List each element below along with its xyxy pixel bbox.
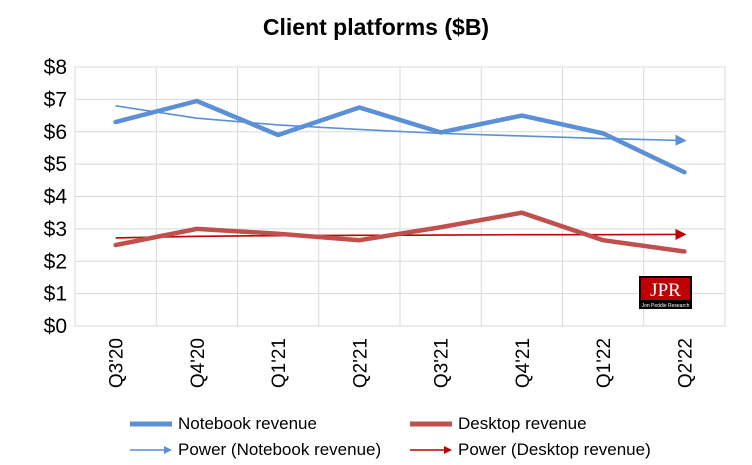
legend-item-power-desktop: Power (Desktop revenue) bbox=[410, 440, 651, 460]
x-tick-label: Q3'20 bbox=[107, 338, 128, 388]
series-line-desktop bbox=[113, 210, 687, 254]
legend-label-desktop: Desktop revenue bbox=[458, 414, 587, 433]
legend-swatch-desktop bbox=[410, 421, 452, 427]
legend-label-notebook: Notebook revenue bbox=[178, 414, 317, 433]
legend-item-power-notebook: Power (Notebook revenue) bbox=[130, 440, 381, 460]
x-tick-label: Q2'21 bbox=[350, 338, 371, 388]
legend-swatch-notebook bbox=[130, 421, 172, 427]
trendline-power-notebook bbox=[115, 105, 687, 146]
y-tick-label: $6 bbox=[44, 121, 67, 144]
legend-label-power-desktop: Power (Desktop revenue) bbox=[458, 440, 651, 459]
legend-item-notebook: Notebook revenue bbox=[130, 414, 317, 434]
y-tick-label: $8 bbox=[44, 56, 67, 79]
y-tick-label: $1 bbox=[44, 283, 67, 306]
chart-title: Client platforms ($B) bbox=[262, 14, 490, 40]
legend-item-desktop: Desktop revenue bbox=[410, 414, 587, 434]
y-tick-label: $4 bbox=[44, 186, 68, 209]
logo-red-block bbox=[641, 278, 690, 300]
x-tick-label: Q3'21 bbox=[432, 338, 453, 388]
y-tick-label: $5 bbox=[44, 153, 67, 176]
y-tick-label: $3 bbox=[44, 218, 67, 241]
y-tick-label: $7 bbox=[44, 88, 67, 111]
legend-label-power-notebook: Power (Notebook revenue) bbox=[178, 440, 382, 459]
legend-swatch-power-desktop bbox=[410, 446, 452, 454]
series-line-notebook bbox=[113, 98, 687, 175]
x-tick-label: Q2'22 bbox=[675, 338, 696, 388]
logo-text: JPR bbox=[650, 280, 681, 301]
legend-swatch-power-notebook bbox=[130, 446, 172, 454]
logo-subtext: Jon Peddie Research bbox=[642, 303, 690, 309]
x-tick-label: Q4'20 bbox=[188, 338, 209, 388]
x-tick-label: Q4'21 bbox=[513, 338, 534, 388]
x-tick-label: Q1'22 bbox=[594, 338, 615, 388]
x-tick-label: Q1'21 bbox=[269, 338, 290, 388]
y-tick-label: $0 bbox=[44, 315, 67, 338]
y-tick-label: $2 bbox=[44, 250, 67, 273]
